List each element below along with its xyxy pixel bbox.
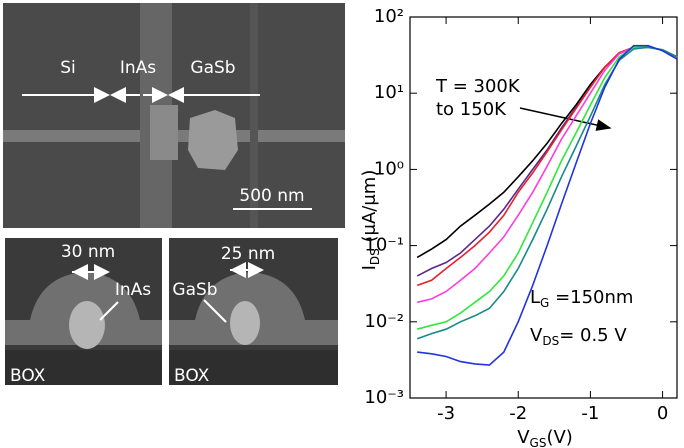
scale-bar-label: 500 nm	[239, 186, 304, 206]
y-tick-label: 10⁻¹	[364, 235, 404, 256]
annotation: T = 300K	[435, 76, 521, 97]
substrate-label: BOX	[10, 366, 46, 386]
annotation: to 150K	[436, 99, 507, 120]
region-label: Si	[60, 58, 76, 78]
y-tick-label: 10²	[374, 6, 404, 27]
width-label: 25 nm	[221, 244, 275, 264]
substrate-label: BOX	[174, 366, 210, 386]
plot: IDS (μA/μm) VGS(V) T = 300K to 150K LG =…	[359, 6, 677, 448]
region-label: InAs	[120, 58, 156, 78]
width-label: 30 nm	[61, 242, 115, 262]
material-label: InAs	[115, 280, 151, 300]
sem-bottom-left: 30 nm InAs BOX	[5, 238, 162, 386]
annotation: LG =150nm	[530, 287, 633, 310]
x-tick-label: -2	[509, 403, 527, 424]
sem-bottom-right: 25 nm GaSb BOX	[169, 238, 338, 386]
x-tick-label: -3	[437, 403, 455, 424]
region-label: GaSb	[190, 58, 235, 78]
y-tick-label: 10⁰	[374, 158, 404, 179]
material-label: GaSb	[172, 280, 217, 300]
sem-top: Si InAs GaSb 500 nm	[3, 3, 345, 228]
y-tick-label: 10⁻³	[364, 387, 404, 408]
x-tick-label: -1	[581, 403, 599, 424]
annotation: VDS= 0.5 V	[530, 325, 627, 348]
y-tick-label: 10⁻²	[364, 311, 404, 332]
figure: Si InAs GaSb 500 nm 30 nm InAs BOX 25 nm…	[0, 0, 684, 448]
x-axis-label: VGS(V)	[517, 427, 573, 448]
x-tick-label: 0	[657, 403, 668, 424]
y-tick-label: 10¹	[374, 82, 404, 103]
